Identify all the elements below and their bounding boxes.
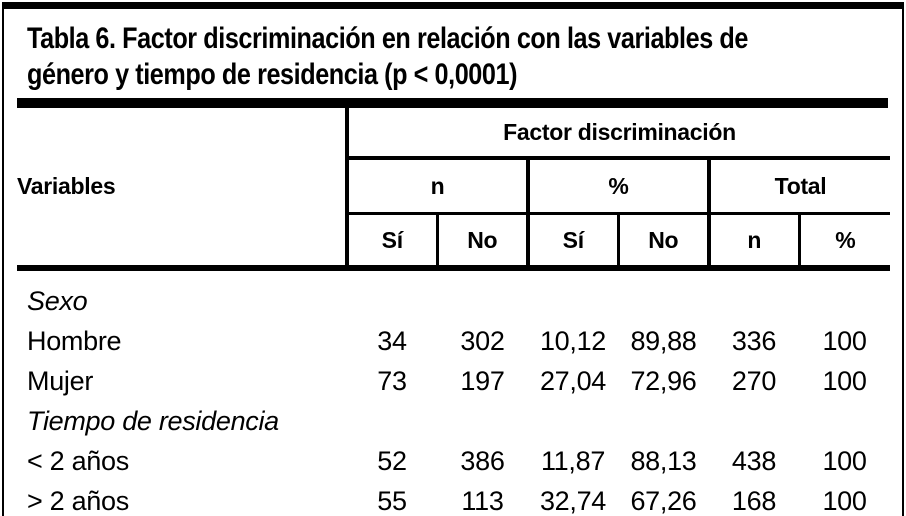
cell-value — [437, 268, 528, 321]
cell-value — [709, 268, 799, 321]
header-row-columns: Sí No Sí No n % — [17, 213, 891, 271]
cell-value: 100 — [822, 365, 867, 396]
header-row-group: Variables Factor discriminación — [17, 108, 891, 271]
header-n-group: n — [347, 158, 530, 215]
title-divider-bar — [17, 98, 888, 108]
table-row-menos-2-anos: < 2 años 52 386 11,87 88,13 438 100 — [17, 441, 890, 481]
table-row-hombre: Hombre 34 302 10,12 89,88 336 100 — [17, 321, 890, 361]
cell-value: 89,88 — [630, 325, 697, 356]
table-row-sexo: Sexo — [17, 268, 890, 321]
cell-value: 27,04 — [539, 365, 607, 396]
header-row-subgroups: n % Total — [17, 158, 891, 215]
cell-value — [528, 268, 618, 321]
cell-value: 10,12 — [539, 325, 607, 356]
cell-value: 72,96 — [630, 365, 697, 396]
cell-value: 52 — [377, 445, 407, 476]
row-label: Sexo — [27, 285, 88, 316]
cell-value: 32,74 — [539, 485, 607, 516]
header-col-n-total: n — [709, 213, 801, 271]
data-table: Variables Factor discriminación n % Tota… — [17, 108, 891, 516]
header-col-no-n: No — [437, 213, 530, 271]
cell-value: 73 — [377, 365, 407, 396]
cell-value: 113 — [461, 485, 504, 516]
cell-value — [799, 268, 890, 321]
cell-value — [347, 401, 437, 441]
cell-value: 270 — [731, 365, 777, 396]
cell-value: 197 — [460, 365, 505, 396]
cell-value — [618, 401, 709, 441]
cell-value — [437, 401, 528, 441]
table-row-mas-2-anos: > 2 años 55 113 32,74 67,26 168 100 — [17, 481, 890, 516]
cell-value — [528, 401, 618, 441]
cell-value: 336 — [731, 325, 777, 356]
row-label: Mujer — [27, 365, 94, 396]
table-title-line2: género y tiempo de residencia (p < 0,000… — [27, 58, 518, 91]
cell-value: 168 — [731, 485, 777, 516]
header-col-si-pct: Sí — [528, 213, 620, 271]
cell-value — [618, 268, 709, 321]
row-label: Tiempo de residencia — [27, 405, 279, 436]
header-total-group: Total — [709, 158, 891, 215]
cell-value: 55 — [377, 485, 407, 516]
cell-value — [709, 401, 799, 441]
table-title: Tabla 6. Factor discriminación en relaci… — [4, 9, 902, 93]
cell-value: 386 — [460, 445, 505, 476]
header-factor-discriminacion: Factor discriminación — [347, 108, 891, 160]
cell-value: 11,87 — [540, 445, 606, 476]
header-col-pct-total: % — [799, 213, 891, 271]
header-pct-group: % — [528, 158, 711, 215]
header-col-si-n: Sí — [347, 213, 439, 271]
cell-value: 88,13 — [630, 445, 697, 476]
header-col-no-pct: No — [618, 213, 711, 271]
table-title-line1: Tabla 6. Factor discriminación en relaci… — [27, 22, 748, 55]
cell-value: 438 — [731, 445, 777, 476]
row-label: Hombre — [27, 325, 122, 356]
cell-value — [347, 268, 437, 321]
row-label: > 2 años — [27, 485, 129, 516]
cell-value: 100 — [822, 325, 867, 356]
cell-value: 67,26 — [630, 485, 697, 516]
cell-value: 100 — [822, 485, 867, 516]
row-label: < 2 años — [27, 445, 129, 476]
cell-value: 34 — [377, 325, 407, 356]
cell-value: 100 — [822, 445, 867, 476]
header-variables: Variables — [17, 108, 349, 271]
cell-value — [799, 401, 890, 441]
table-row-mujer: Mujer 73 197 27,04 72,96 270 100 — [17, 361, 890, 401]
table-row-tiempo-residencia: Tiempo de residencia — [17, 401, 890, 441]
cell-value: 302 — [460, 325, 505, 356]
